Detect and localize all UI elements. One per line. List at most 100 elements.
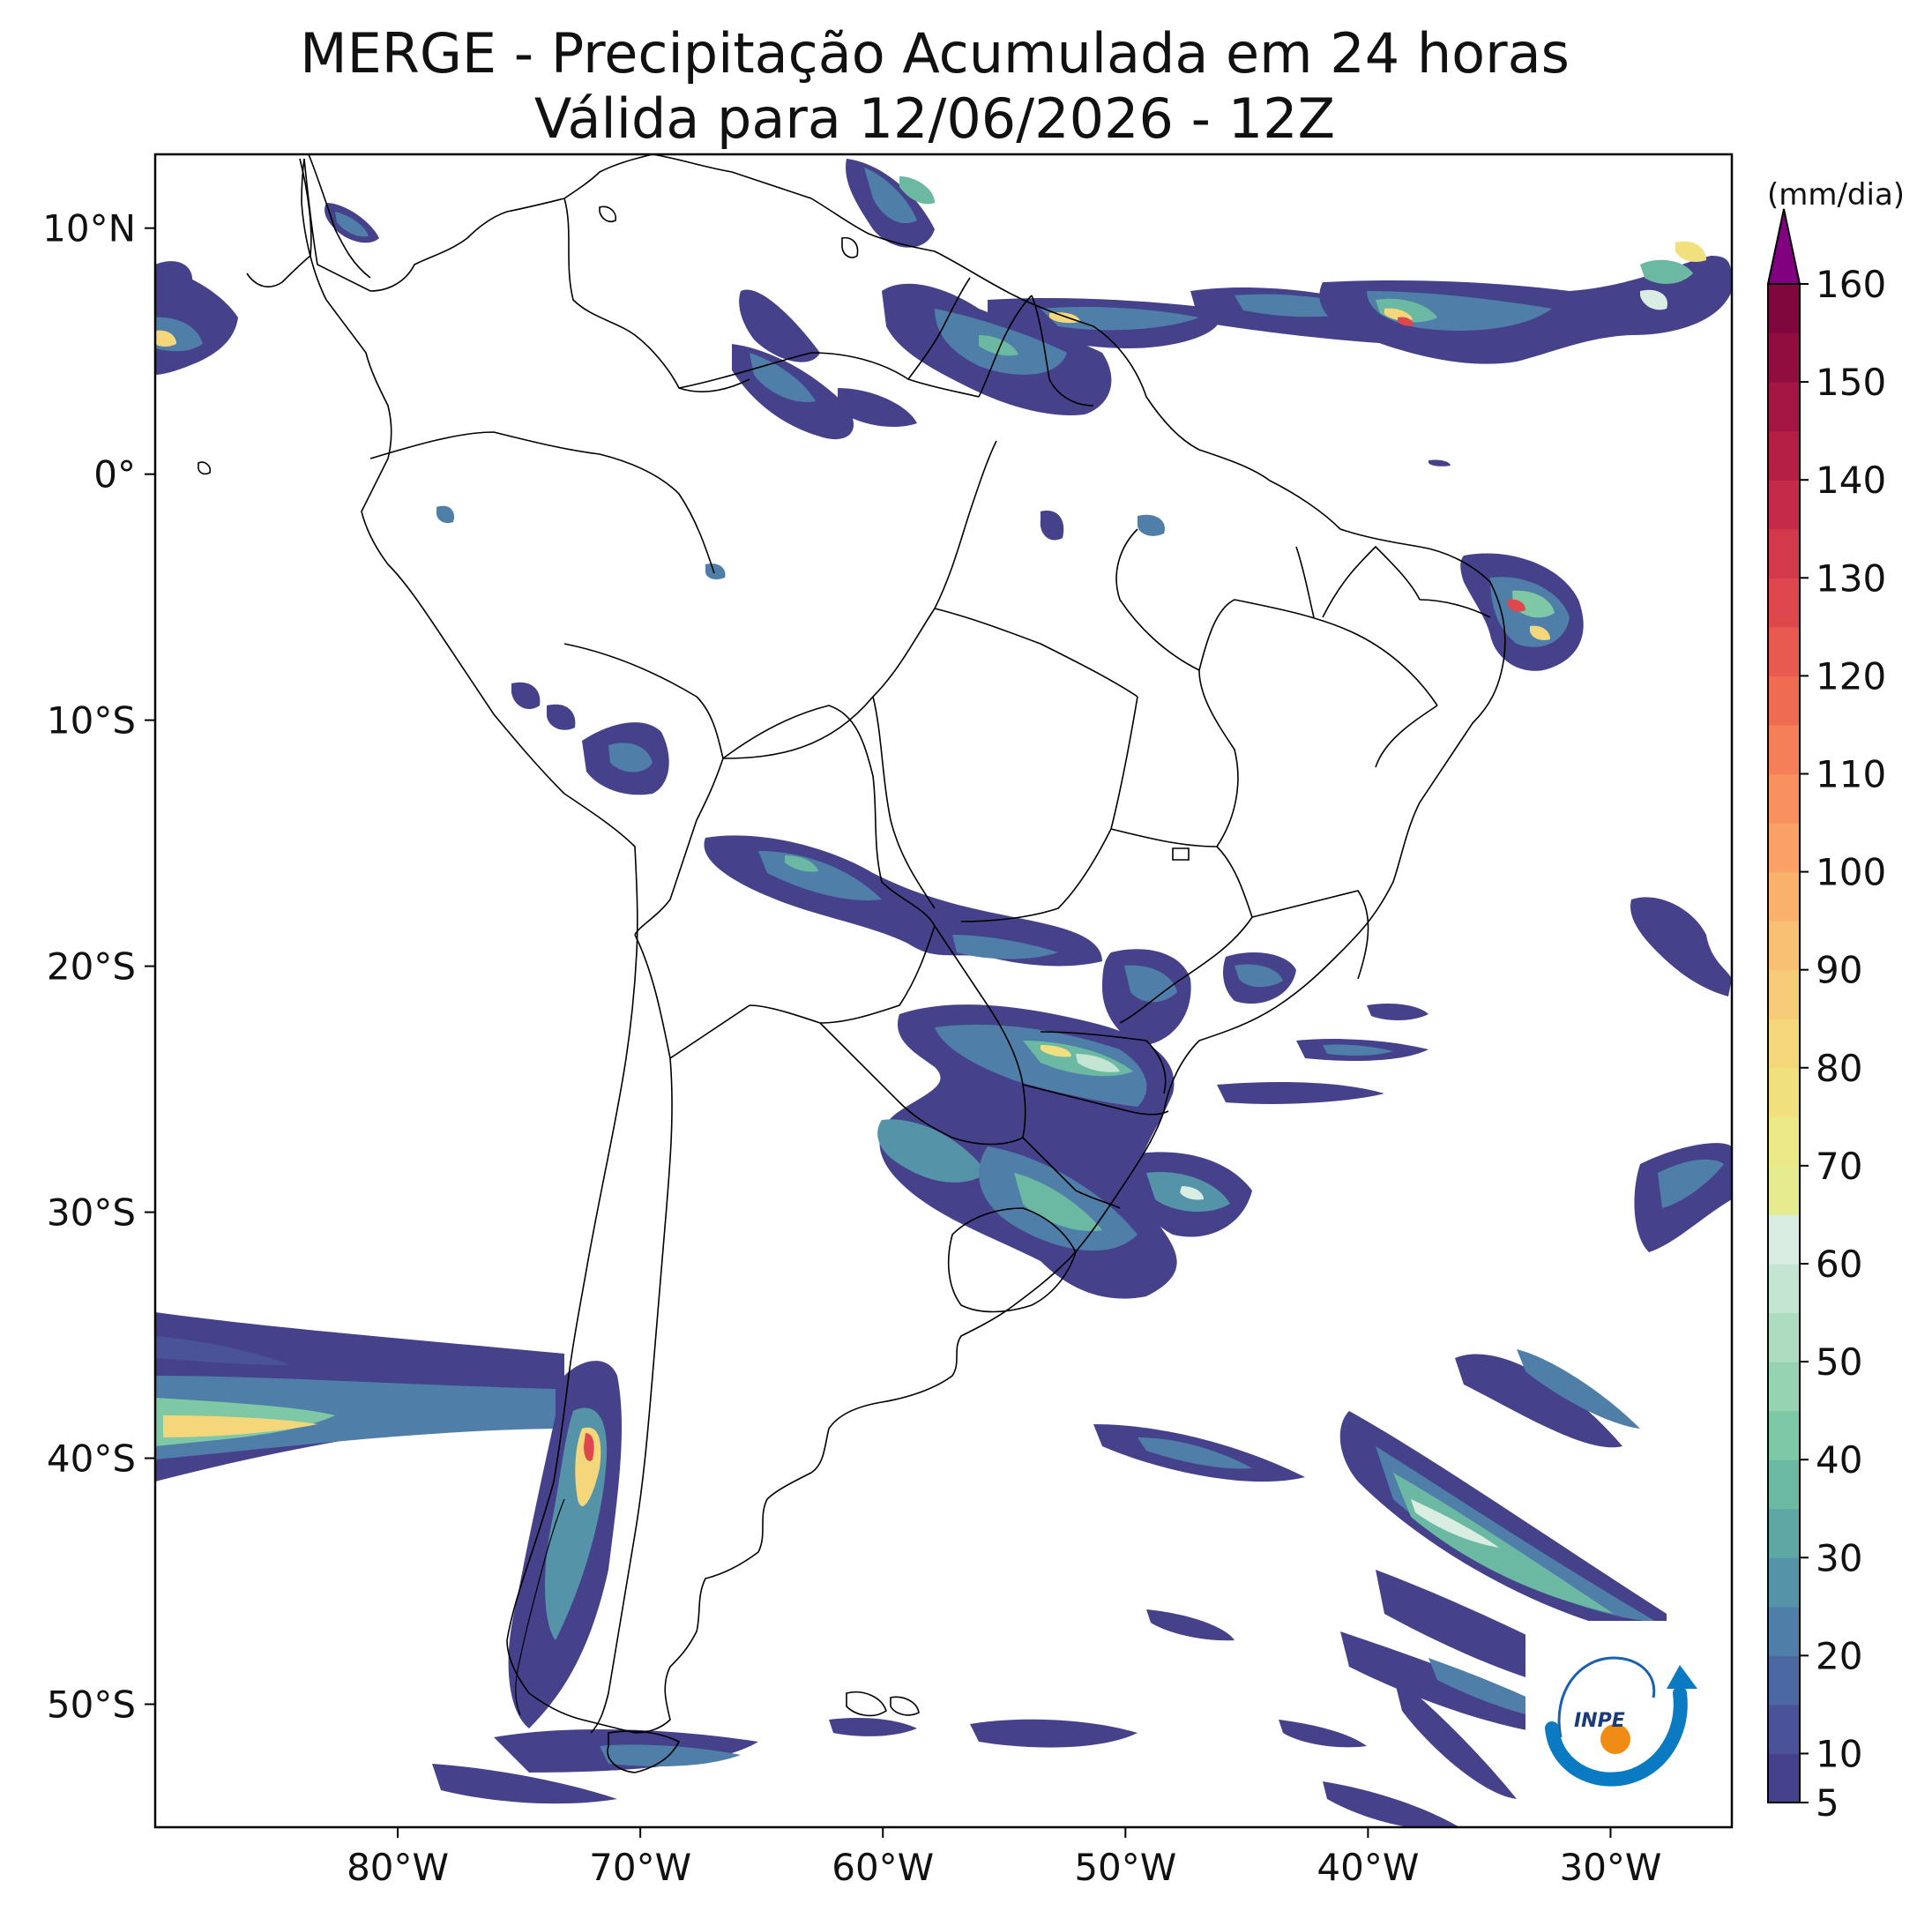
colorbar-band [1768,284,1800,334]
colorbar-band [1768,1606,1800,1656]
map-frame [153,153,1734,1829]
title-line-2: Válida para 12/06/2026 - 12Z [533,86,1336,151]
colorbar-band [1768,724,1800,775]
colorbar-tick-label: 110 [1816,752,1886,795]
colorbar-band [1768,626,1800,676]
precip-blob-amazon-5 [1428,459,1451,467]
colorbar-band [1768,578,1800,628]
colorbar-tick-label: 70 [1816,1145,1862,1188]
colorbar: (mm/dia) 5 10 20 30 40 50 60 70 80 90 100 110 120 130… [1766,177,1905,1825]
colorbar-unit-label: (mm/dia) [1767,177,1905,213]
precip-cluster-atlantic-30s-core [1658,1159,1724,1208]
colorbar-tick-label: 30 [1816,1536,1862,1579]
coastlines-borders [198,154,1506,1773]
brazil-states-11 [1040,1031,1167,1094]
border-venezuela-brazil [678,352,980,398]
brazil-states-3 [872,696,936,909]
precip-blob-amazon-1 [1138,514,1165,536]
title-line-1: MERGE - Precipitação Acumulada em 24 hor… [300,21,1570,86]
colorbar-tick-label: 100 [1816,851,1886,894]
colorbar-band [1768,823,1800,873]
colorbar-band [1768,1312,1800,1362]
colorbar-band [1768,430,1800,481]
border-chile-argentina [590,934,673,1734]
colorbar-tick-label: 40 [1816,1438,1862,1482]
colorbar-band [1768,332,1800,383]
colorbar-band [1768,480,1800,530]
colorbar-tick-label: 20 [1816,1634,1862,1677]
colorbar-bands [1768,284,1800,1803]
border-bolivia-paraguay [749,925,936,1024]
border-argentina-bolivia [669,1004,750,1059]
lon-tick-label: 30°W [1559,1846,1661,1889]
border-uruguay [947,1207,1077,1313]
precip-cluster-south-brazil [877,949,1428,1299]
colorbar-extend-arrow [1766,208,1801,285]
precip-cluster-central [704,835,1102,967]
brazil-states-16 [1295,546,1315,618]
border-df [1172,847,1190,861]
central-america-coastline [246,158,312,287]
colorbar-band [1768,969,1800,1019]
colorbar-band [1768,1067,1800,1117]
precip-cluster-atlantic-2 [1146,1609,1235,1641]
colorbar-band [1768,1655,1800,1706]
inpe-logo: INPE [1525,1621,1702,1797]
colorbar-tick-label: 50 [1816,1340,1862,1384]
lat-tick-label: 10°N [42,207,136,250]
brazil-states-2 [934,608,1138,698]
brazil-states-14 [1419,599,1491,618]
colorbar-band [1768,1753,1800,1803]
arrow-up-icon [1667,1665,1697,1689]
colorbar-tick-label: 120 [1816,654,1886,698]
colorbar-band [1768,1263,1800,1314]
colorbar-band [1768,1508,1800,1558]
border-bolivia-brazil [722,705,936,927]
precip-cluster-north [155,159,1732,440]
lon-tick-label: 50°W [1074,1846,1176,1889]
colorbar-tick-label: 150 [1816,361,1886,404]
colorbar-band [1768,1704,1800,1755]
colorbar-tick-label: 140 [1816,459,1886,502]
logo-swoosh [1545,1686,1688,1787]
colorbar-band [1768,1019,1800,1069]
border-peru-brazil [563,643,724,821]
south-america-coastline [301,154,1506,1734]
lon-tick-label: 80°W [347,1846,449,1889]
brazil-states-15 [1375,705,1438,768]
border-paraguay-argentina [819,1022,1024,1146]
brazil-states-10 [1119,916,1253,1024]
precip-cluster-south-chile [432,1361,758,1804]
longitude-axis: 80°W 70°W 60°W 50°W 40°W 30°W [347,1827,1661,1889]
latitude-axis: 10°N 0° 10°S 20°S 30°S 40°S 50°S [42,207,155,1727]
logo-text: INPE [1574,1710,1625,1732]
colorbar-tick-label: 60 [1816,1243,1862,1286]
precip-cluster-pacific-40s [155,1312,564,1482]
brazil-states-8 [1115,528,1200,671]
precip-cluster-peru [511,682,669,795]
precip-cluster-atlantic-20s [1630,897,1732,997]
brazil-states-13 [1322,545,1421,618]
colorbar-tick-label: 10 [1816,1732,1862,1775]
precip-cluster-drake-1 [970,1719,1138,1748]
precip-cluster-drake-2 [829,1718,917,1736]
logo-background [1525,1621,1702,1797]
precipitation-layer [155,159,1732,1827]
colorbar-band [1768,528,1800,579]
colorbar-ticks: 5 10 20 30 40 50 60 70 80 90 100 110 120 130 140 150 160 [1800,263,1886,1825]
colorbar-tick-label: 160 [1816,263,1886,306]
colorbar-band [1768,1410,1800,1460]
colorbar-band [1768,1459,1800,1510]
precip-blob-amazon-4 [436,505,455,524]
brazil-states-9 [1251,890,1369,980]
border-colombia-venezuela [563,198,750,392]
colorbar-tick-label: 80 [1816,1047,1862,1090]
colorbar-band [1768,921,1800,971]
galapagos-islands [198,461,212,475]
colorbar-band [1768,871,1800,922]
logo-sun-circle [1600,1724,1630,1754]
falkland-islands [846,1691,887,1717]
brazil-states-7 [1234,599,1438,706]
colorbar-tick-label: 5 [1816,1781,1839,1825]
lon-tick-label: 70°W [589,1846,691,1889]
